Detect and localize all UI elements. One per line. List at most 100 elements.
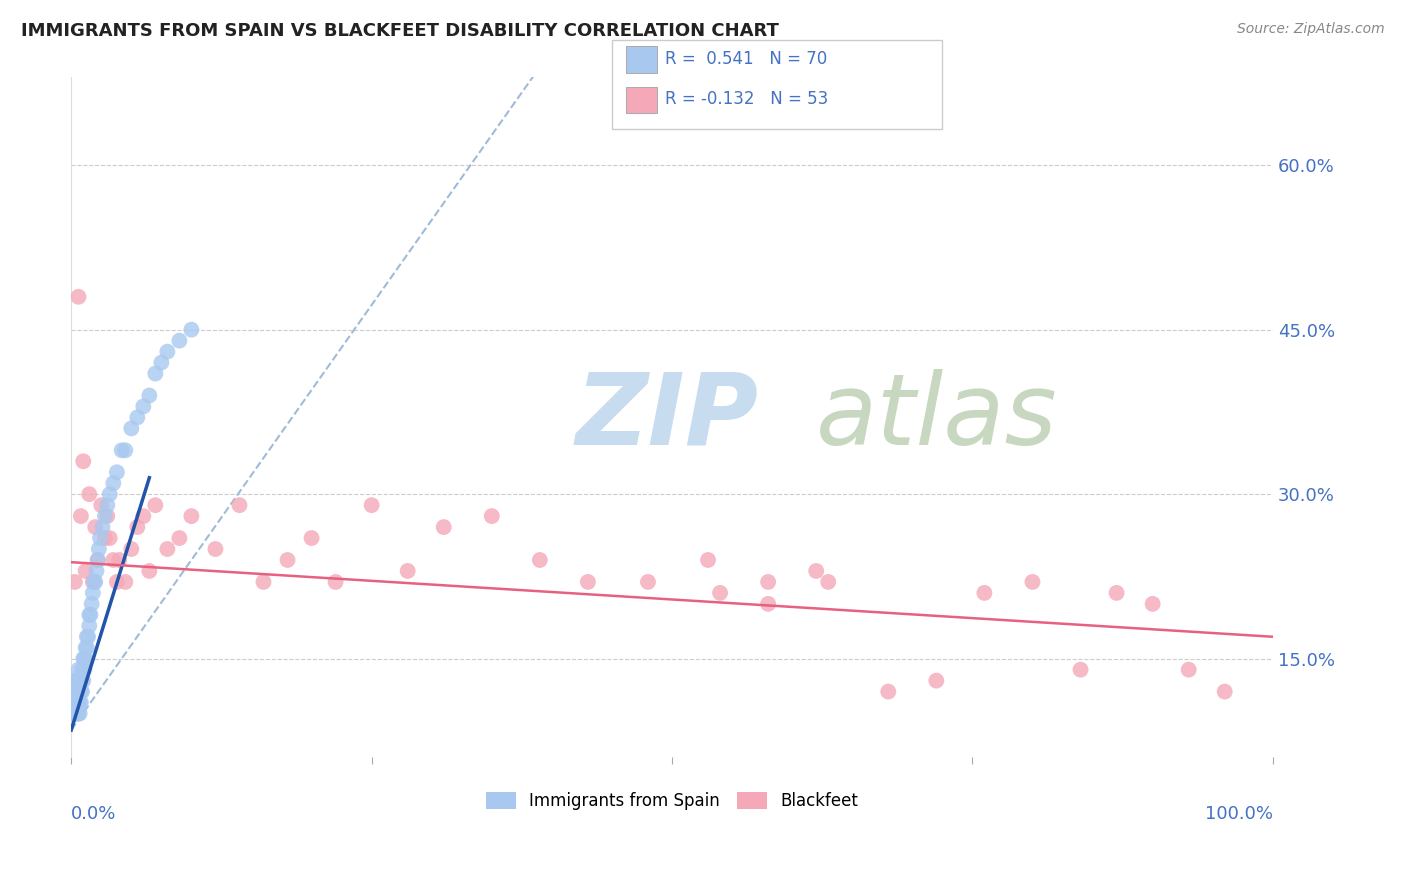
Point — [82, 574, 104, 589]
Point — [69, 696, 91, 710]
Text: 100.0%: 100.0% — [1205, 805, 1272, 823]
Point — [77, 487, 100, 501]
Point — [1213, 684, 1236, 698]
Point — [62, 684, 84, 698]
Point — [301, 531, 323, 545]
Point — [62, 696, 84, 710]
Point — [325, 574, 347, 589]
Point — [72, 663, 94, 677]
Point — [138, 564, 160, 578]
Point — [156, 541, 179, 556]
Point — [98, 531, 121, 545]
Text: Source: ZipAtlas.com: Source: ZipAtlas.com — [1237, 22, 1385, 37]
Point — [108, 553, 131, 567]
Point — [70, 673, 93, 688]
Point — [69, 706, 91, 721]
Point — [98, 487, 121, 501]
Point — [70, 696, 93, 710]
Point — [105, 574, 128, 589]
Point — [70, 663, 93, 677]
Point — [276, 553, 298, 567]
Point — [180, 509, 202, 524]
Point — [65, 673, 87, 688]
Point — [66, 684, 89, 698]
Point — [67, 706, 90, 721]
Point — [114, 443, 136, 458]
Point — [84, 574, 107, 589]
Point — [72, 454, 94, 468]
Text: R = -0.132   N = 53: R = -0.132 N = 53 — [665, 90, 828, 108]
Point — [697, 553, 720, 567]
Point — [77, 607, 100, 622]
Point — [66, 673, 89, 688]
Point — [180, 323, 202, 337]
Point — [925, 673, 948, 688]
Point — [1177, 663, 1199, 677]
Point — [86, 564, 108, 578]
Point — [94, 531, 117, 545]
Point — [66, 696, 89, 710]
Point — [67, 673, 90, 688]
Point — [1021, 574, 1043, 589]
Point — [80, 597, 103, 611]
Point — [156, 344, 179, 359]
Point — [143, 498, 166, 512]
Point — [69, 684, 91, 698]
Point — [1142, 597, 1164, 611]
Point — [756, 574, 779, 589]
Text: atlas: atlas — [817, 369, 1057, 466]
Point — [120, 421, 142, 435]
Point — [228, 498, 250, 512]
Point — [62, 696, 84, 710]
Point — [65, 696, 87, 710]
Point — [67, 290, 90, 304]
Point — [1070, 663, 1092, 677]
Point — [481, 509, 503, 524]
Point — [806, 564, 828, 578]
Point — [89, 531, 111, 545]
Point — [65, 684, 87, 698]
Text: ZIP: ZIP — [576, 369, 759, 466]
Point — [67, 696, 90, 710]
Point — [70, 509, 93, 524]
Point — [83, 574, 105, 589]
Point — [169, 531, 191, 545]
Point — [103, 553, 125, 567]
Point — [82, 586, 104, 600]
Point — [114, 574, 136, 589]
Point — [817, 574, 839, 589]
Point — [84, 520, 107, 534]
Point — [143, 367, 166, 381]
Point — [433, 520, 456, 534]
Point — [756, 597, 779, 611]
Point — [63, 673, 86, 688]
Point — [90, 498, 112, 512]
Point — [73, 651, 96, 665]
Point — [360, 498, 382, 512]
Point — [75, 651, 97, 665]
Point — [94, 509, 117, 524]
Point — [63, 696, 86, 710]
Point — [67, 663, 90, 677]
Point — [132, 509, 155, 524]
Point — [138, 388, 160, 402]
Point — [87, 541, 110, 556]
Legend: Immigrants from Spain, Blackfeet: Immigrants from Spain, Blackfeet — [479, 786, 865, 817]
Point — [86, 553, 108, 567]
Point — [103, 476, 125, 491]
Point — [396, 564, 419, 578]
Point — [75, 564, 97, 578]
Point — [70, 684, 93, 698]
Point — [62, 706, 84, 721]
Point — [63, 706, 86, 721]
Point — [66, 706, 89, 721]
Point — [72, 673, 94, 688]
Text: IMMIGRANTS FROM SPAIN VS BLACKFEET DISABILITY CORRELATION CHART: IMMIGRANTS FROM SPAIN VS BLACKFEET DISAB… — [21, 22, 779, 40]
Point — [69, 673, 91, 688]
Point — [204, 541, 226, 556]
Point — [63, 574, 86, 589]
Text: R =  0.541   N = 70: R = 0.541 N = 70 — [665, 50, 827, 68]
Point — [529, 553, 551, 567]
Point — [1105, 586, 1128, 600]
Point — [77, 630, 100, 644]
